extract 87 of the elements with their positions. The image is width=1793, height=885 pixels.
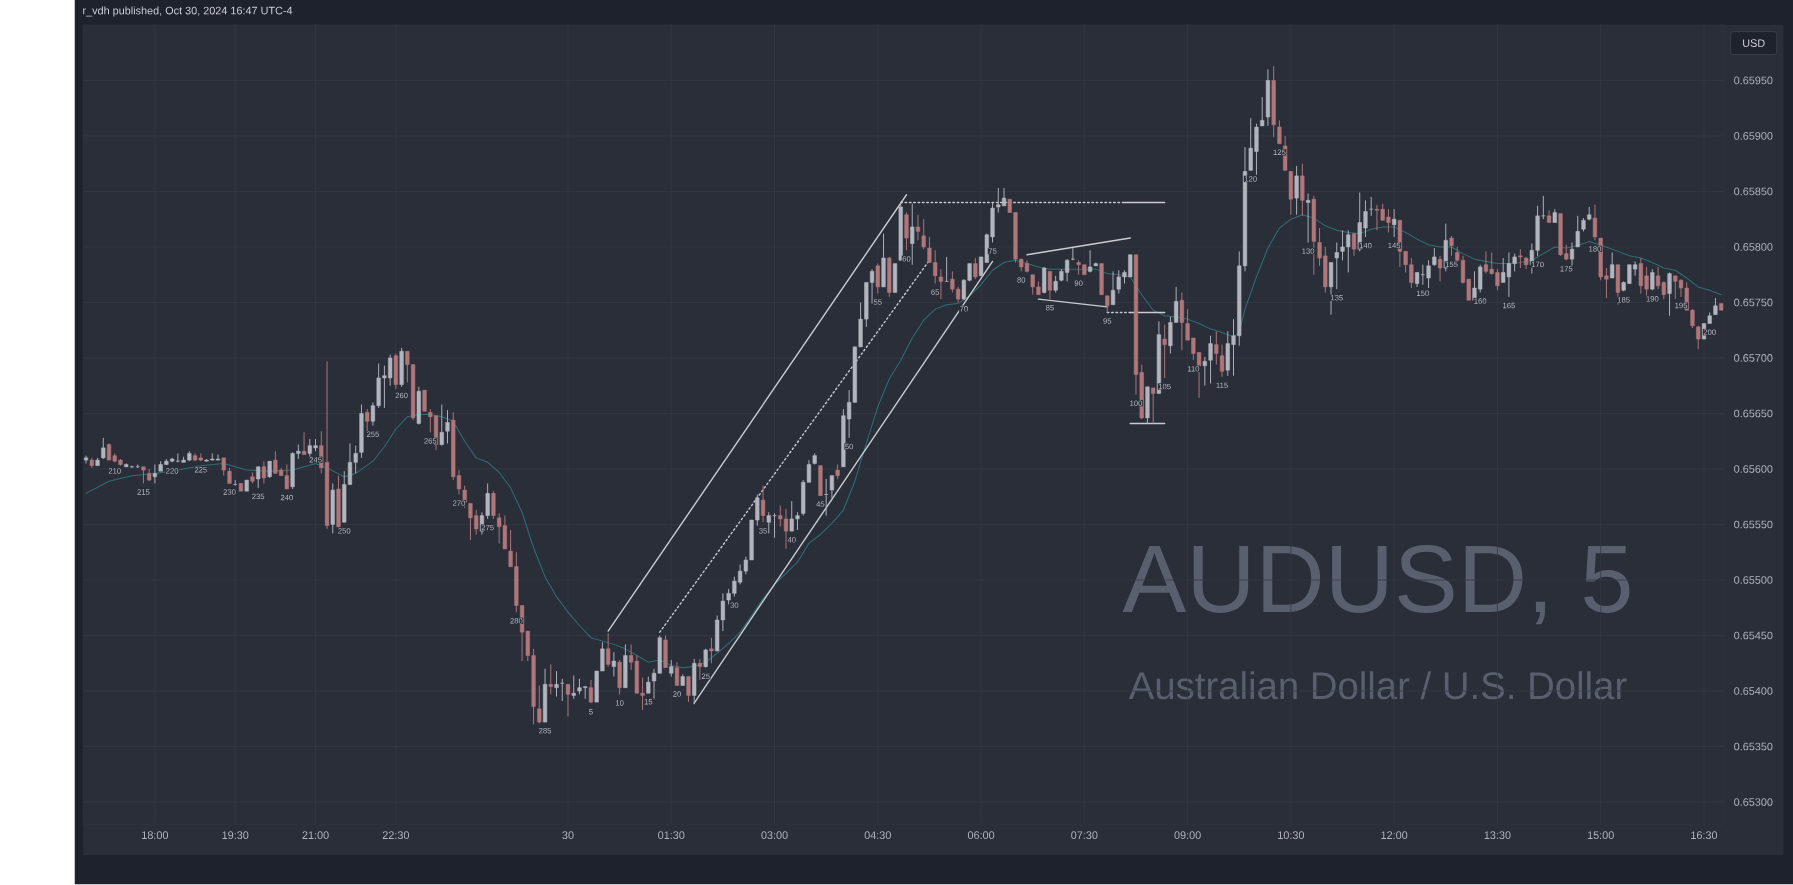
candlestick	[261, 460, 267, 485]
candlestick	[1070, 247, 1075, 261]
y-tick-label: 0.65600	[1734, 465, 1773, 473]
candlestick	[152, 464, 157, 485]
candlestick	[1392, 208, 1397, 238]
candlestick	[560, 678, 565, 702]
candlestick	[674, 661, 680, 687]
candlestick	[1334, 242, 1339, 290]
candlestick	[422, 389, 427, 412]
candlestick	[1667, 272, 1672, 317]
x-tick-label: 12:00	[1381, 831, 1408, 840]
candlestick	[1110, 271, 1116, 306]
candlestick	[686, 676, 691, 703]
candlestick	[1162, 324, 1167, 379]
candlestick	[829, 475, 834, 499]
candlestick	[973, 257, 978, 280]
candlestick	[1449, 235, 1454, 257]
candlestick	[1369, 196, 1374, 217]
candlestick	[1047, 271, 1053, 300]
candlestick	[491, 490, 496, 520]
candlestick	[910, 203, 915, 266]
y-tick-label: 0.65950	[1734, 76, 1773, 85]
y-tick-label: 0.65300	[1734, 798, 1773, 807]
candlestick	[439, 404, 444, 447]
y-tick-label: 0.65800	[1734, 243, 1773, 251]
x-tick-label: 01:30	[658, 831, 685, 840]
candlestick	[1179, 292, 1184, 351]
x-tick-label: 22:30	[382, 831, 410, 840]
candlestick	[703, 648, 708, 669]
y-tick-label: 0.65550	[1734, 520, 1773, 529]
candlestick	[571, 675, 576, 700]
candlestick	[697, 658, 703, 681]
y-tick-label: 0.65900	[1734, 132, 1773, 140]
y-tick-label: 0.65400	[1734, 687, 1773, 696]
candlestick	[1437, 255, 1443, 283]
x-tick-label: 03:00	[761, 831, 788, 840]
y-axis-title: USD	[1743, 39, 1765, 48]
candlestick	[1294, 165, 1299, 216]
candlestick	[915, 214, 921, 241]
y-tick-label: 0.65750	[1734, 298, 1773, 307]
candlestick	[1610, 252, 1615, 279]
candlestick	[1219, 344, 1225, 378]
x-tick-label: 30	[562, 831, 574, 840]
candlestick	[875, 263, 880, 295]
candlestick	[565, 684, 571, 718]
candlestick	[824, 478, 829, 517]
y-tick-label: 0.65500	[1734, 576, 1773, 585]
candlestick	[1277, 120, 1282, 145]
x-tick-label: 19:30	[222, 831, 249, 840]
candlestick	[1202, 356, 1207, 387]
x-tick-label: 16:30	[1691, 831, 1718, 840]
candlestick	[1208, 335, 1213, 385]
candlestick	[1306, 193, 1311, 244]
text: r_vdh published, Oct 30, 2024 16:47 UTC-4	[83, 6, 293, 17]
candlestick	[709, 637, 714, 664]
x-tick-label: 18:00	[142, 831, 169, 840]
candlestick	[548, 664, 553, 696]
candlestick	[1214, 331, 1219, 366]
candlestick	[445, 409, 450, 445]
candlestick	[1351, 233, 1357, 257]
candlestick	[1151, 387, 1156, 425]
x-tick-label: 13:30	[1484, 831, 1511, 840]
candlestick	[938, 268, 944, 300]
y-tick-label: 0.65700	[1734, 354, 1773, 362]
candlestick	[1575, 215, 1580, 248]
y-tick-label: 0.65650	[1734, 409, 1773, 418]
candlestick	[554, 670, 559, 698]
y-tick-label: 0.65850	[1734, 187, 1773, 196]
x-tick-label: 07:30	[1071, 831, 1098, 840]
candlestick	[537, 685, 542, 724]
candlestick	[606, 632, 611, 668]
candlestick	[766, 511, 771, 535]
candlestick	[611, 651, 616, 678]
x-tick-label: 15:00	[1587, 831, 1614, 840]
candlestick	[760, 485, 766, 523]
y-tick-label: 0.65450	[1734, 631, 1773, 640]
x-tick-label: 06:00	[967, 831, 995, 840]
x-tick-label: 09:00	[1174, 831, 1201, 840]
candlestick	[1569, 242, 1575, 268]
x-tick-label: 21:00	[302, 831, 329, 840]
candlestick	[256, 466, 261, 489]
x-tick-label: 04:30	[864, 831, 891, 840]
y-tick-label: 0.65350	[1734, 742, 1773, 751]
candlestick	[904, 212, 909, 251]
x-tick-label: 10:30	[1278, 831, 1305, 840]
candlestick	[301, 432, 307, 456]
candlestick	[233, 479, 238, 487]
